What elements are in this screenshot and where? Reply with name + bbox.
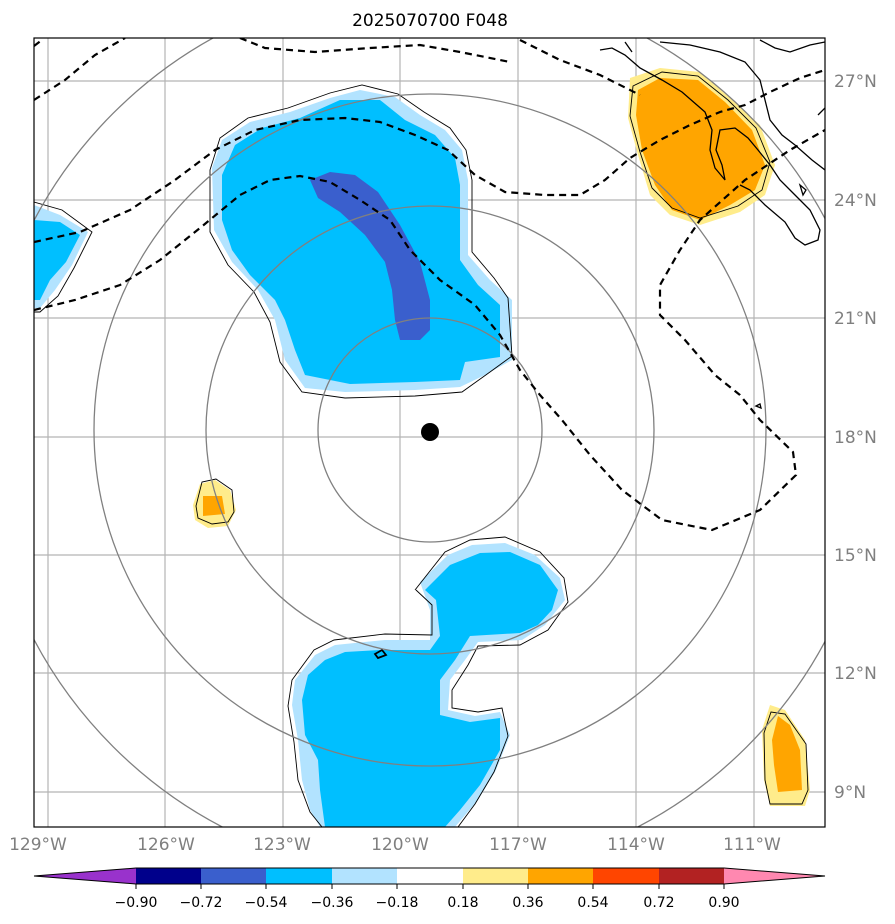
lon-tick-label: 126°W [137, 835, 195, 855]
latitude-ticks: 27°N 24°N 21°N 18°N 15°N 12°N 9°N [834, 72, 877, 803]
colorbar-segment [659, 868, 724, 884]
anomaly-fill-royal-blue [310, 172, 430, 340]
colorbar-segment [266, 868, 332, 884]
lat-tick-label: 24°N [834, 191, 877, 211]
range-rings [34, 38, 825, 827]
lat-tick-label: 9°N [834, 783, 866, 803]
colorbar-segment [593, 868, 659, 884]
lat-tick-label: 18°N [834, 428, 877, 448]
lon-tick-label: 114°W [607, 835, 665, 855]
coastline [599, 39, 825, 410]
colorbar-label: −0.36 [311, 895, 354, 911]
lat-tick-label: 12°N [834, 664, 877, 684]
colorbar-extend-high [724, 868, 825, 884]
colorbar-label: −0.18 [376, 895, 419, 911]
chart-title: 2025070700 F048 [352, 11, 508, 31]
colorbar-label: 0.36 [512, 895, 543, 911]
lon-tick-label: 111°W [723, 835, 781, 855]
lat-tick-label: 15°N [834, 546, 877, 566]
anomaly-contours [34, 71, 809, 827]
map-area [34, 38, 825, 827]
colorbar-label: −0.54 [245, 895, 288, 911]
colorbar-label: 0.18 [447, 895, 478, 911]
storm-center-marker [421, 423, 439, 441]
lon-tick-label: 129°W [9, 835, 67, 855]
colorbar-label: −0.72 [180, 895, 223, 911]
longitude-ticks: 129°W 126°W 123°W 120°W 117°W 114°W 111°… [9, 835, 781, 855]
lon-tick-label: 120°W [371, 835, 429, 855]
dashed-contours [34, 38, 825, 532]
colorbar-segment [332, 868, 397, 884]
lon-tick-label: 123°W [253, 835, 311, 855]
map-frame [33, 37, 826, 828]
lat-tick-label: 21°N [834, 309, 877, 329]
colorbar: −0.90 −0.72 −0.54 −0.36 −0.18 0.18 0.36 … [33, 867, 826, 911]
colorbar-label: 0.72 [643, 895, 674, 911]
colorbar-label: 0.54 [577, 895, 608, 911]
anomaly-fill-orange [203, 78, 802, 792]
colorbar-label: −0.90 [115, 895, 158, 911]
anomaly-fill-blue [34, 100, 558, 827]
colorbar-segment [136, 868, 201, 884]
colorbar-segment [201, 868, 266, 884]
colorbar-segment [463, 868, 528, 884]
colorbar-segment [528, 868, 593, 884]
colorbar-extend-low [34, 868, 136, 884]
colorbar-segment [397, 868, 463, 884]
lat-tick-label: 27°N [834, 72, 877, 92]
lon-tick-label: 117°W [489, 835, 547, 855]
colorbar-label: 0.90 [708, 895, 739, 911]
